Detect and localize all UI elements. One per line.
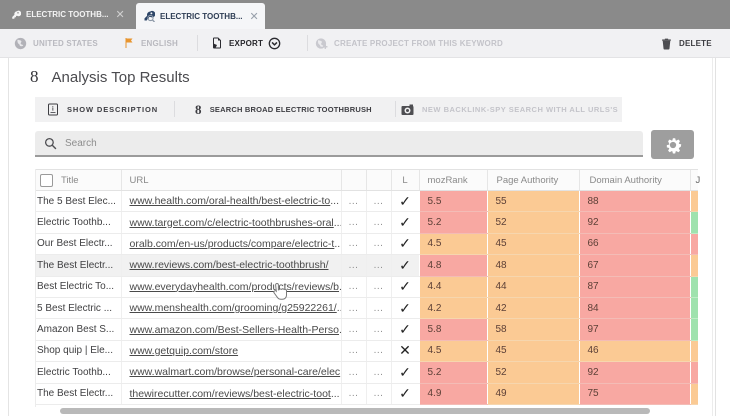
svg-text:i: i [52, 107, 54, 113]
